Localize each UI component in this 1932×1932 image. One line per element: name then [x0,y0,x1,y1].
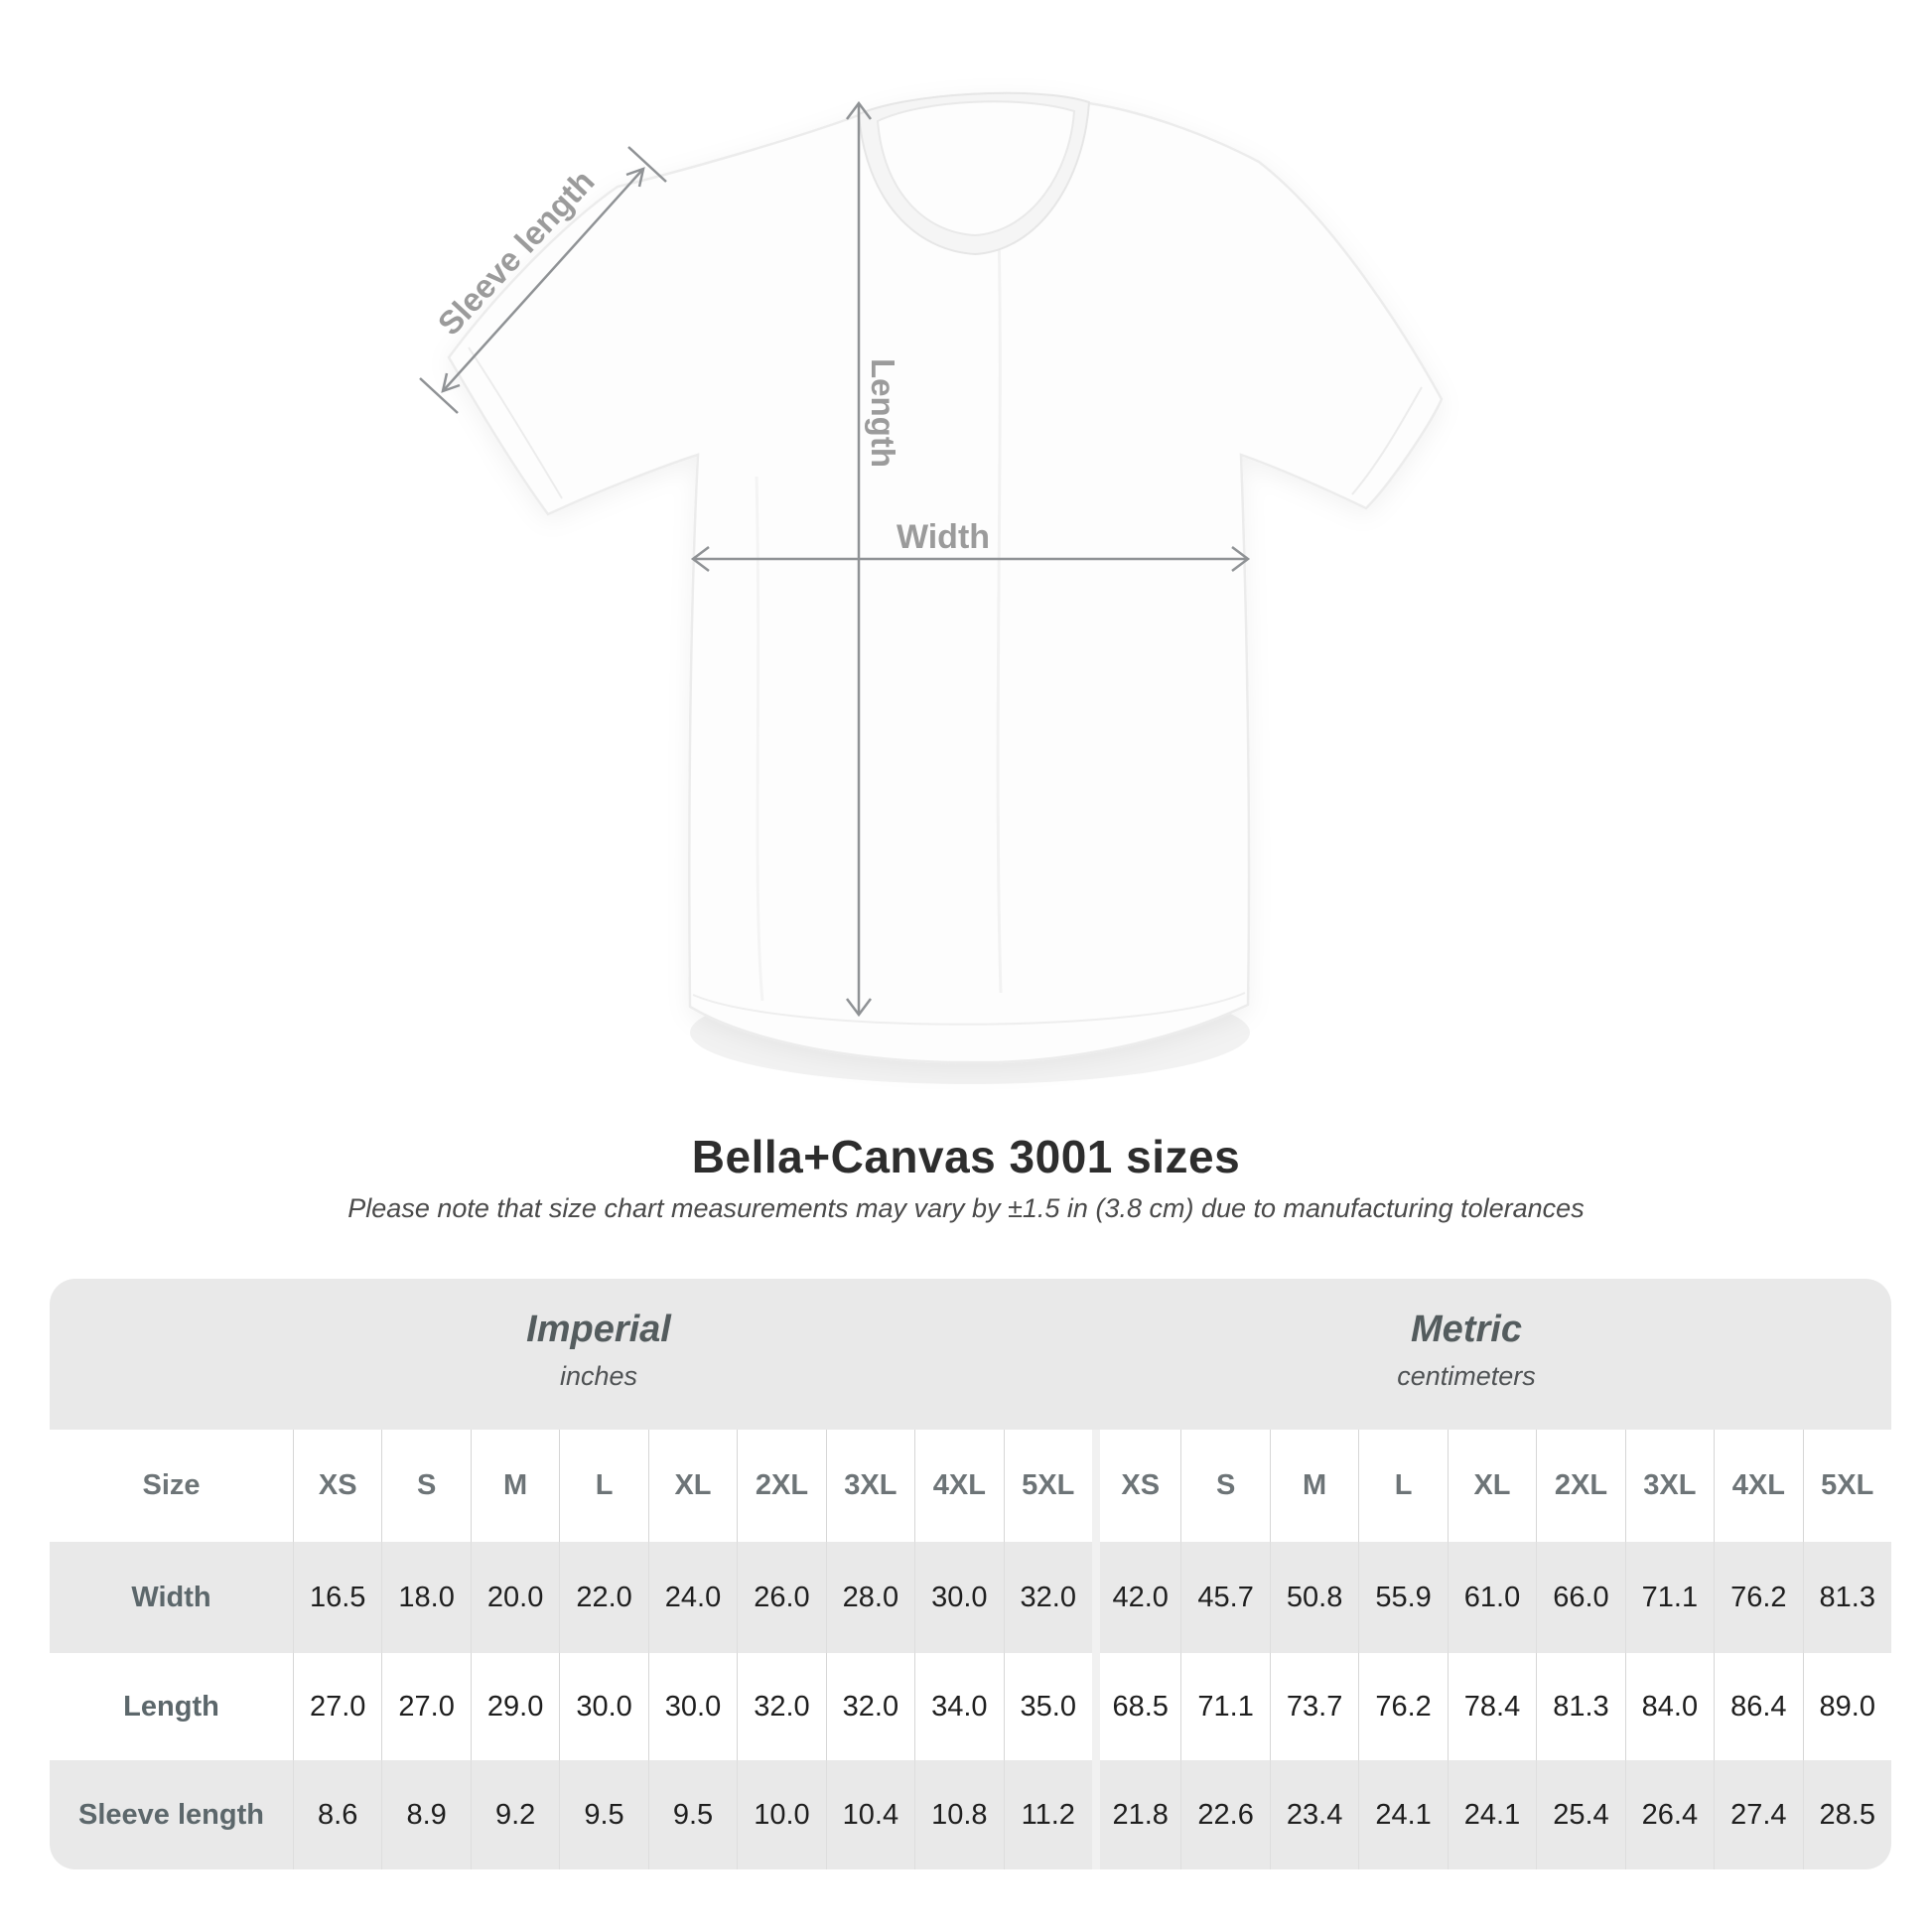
size-header: XL [1447,1430,1537,1542]
value-cell: 86.4 [1714,1653,1803,1760]
value-cell: 71.1 [1180,1653,1270,1760]
value-cell: 71.1 [1624,1542,1715,1653]
value-cell: 42.0 [1091,1542,1181,1653]
value-cell: 29.0 [470,1653,560,1760]
value-cell: 84.0 [1624,1653,1715,1760]
metric-group-unit: centimeters [1397,1361,1536,1391]
size-header: 5XL [1802,1430,1891,1542]
value-cell: 32.0 [1003,1542,1092,1653]
value-cell: 27.0 [293,1653,382,1760]
value-cell: 27.4 [1714,1760,1803,1869]
tshirt-body [447,91,1444,1064]
value-cell: 8.9 [381,1760,471,1869]
imperial-group-name: Imperial [526,1309,671,1350]
value-cell: 27.0 [381,1653,471,1760]
metric-group-name: Metric [1411,1309,1522,1350]
size-header: 4XL [1714,1430,1803,1542]
tshirt-diagram: Sleeve length Length Width [419,91,1444,1084]
value-cell: 25.4 [1536,1760,1625,1869]
row-label: Sleeve length [50,1760,293,1869]
size-header: 2XL [737,1430,826,1542]
value-cell: 24.0 [647,1542,738,1653]
size-header: XS [1091,1430,1181,1542]
row-label: Length [50,1653,293,1760]
row-label: Width [50,1542,293,1653]
size-header: S [381,1430,471,1542]
value-cell: 76.2 [1358,1653,1448,1760]
value-cell: 24.1 [1447,1760,1537,1869]
size-header: 3XL [825,1430,915,1542]
value-cell: 76.2 [1714,1542,1803,1653]
value-cell: 30.0 [914,1542,1004,1653]
value-cell: 9.5 [559,1760,648,1869]
value-cell: 10.0 [737,1760,826,1869]
length-label: Length [865,358,901,468]
size-header: 5XL [1003,1430,1092,1542]
width-label: Width [897,518,990,556]
size-header: XL [647,1430,738,1542]
page-title: Bella+Canvas 3001 sizes [691,1131,1241,1182]
value-cell: 28.5 [1802,1760,1891,1869]
size-header: S [1180,1430,1270,1542]
value-cell: 16.5 [293,1542,382,1653]
size-header: L [1358,1430,1448,1542]
value-cell: 30.0 [647,1653,738,1760]
value-cell: 32.0 [737,1653,826,1760]
value-cell: 22.0 [559,1542,648,1653]
value-cell: 8.6 [293,1760,382,1869]
size-table: Imperial inches Metric centimeters Size … [50,1279,1891,1869]
value-cell: 26.0 [737,1542,826,1653]
value-cell: 18.0 [381,1542,471,1653]
value-cell: 81.3 [1802,1542,1891,1653]
imperial-group-unit: inches [559,1361,638,1391]
size-column-header: Size [50,1430,293,1542]
value-cell: 32.0 [825,1653,915,1760]
size-header: 3XL [1624,1430,1715,1542]
value-cell: 35.0 [1003,1653,1092,1760]
value-cell: 9.5 [647,1760,738,1869]
size-header: 4XL [914,1430,1004,1542]
value-cell: 55.9 [1358,1542,1448,1653]
value-cell: 50.8 [1269,1542,1359,1653]
width-arrow [690,546,1251,572]
value-cell: 23.4 [1269,1760,1359,1869]
sleeve-length-arrow [419,146,667,414]
size-header: M [470,1430,560,1542]
value-cell: 21.8 [1091,1760,1181,1869]
value-cell: 89.0 [1802,1653,1891,1760]
value-cell: 26.4 [1624,1760,1715,1869]
value-cell: 10.8 [914,1760,1004,1869]
value-cell: 28.0 [825,1542,915,1653]
value-cell: 73.7 [1269,1653,1359,1760]
value-cell: 22.6 [1180,1760,1270,1869]
value-cell: 68.5 [1091,1653,1181,1760]
size-header: L [559,1430,648,1542]
value-cell: 78.4 [1447,1653,1537,1760]
value-cell: 45.7 [1180,1542,1270,1653]
value-cell: 20.0 [470,1542,560,1653]
value-cell: 61.0 [1447,1542,1537,1653]
tshirt-collar [857,91,1091,256]
value-cell: 11.2 [1003,1760,1092,1869]
value-cell: 34.0 [914,1653,1004,1760]
imperial-group-header: Imperial inches [526,1309,671,1392]
metric-group-header: Metric centimeters [1397,1309,1536,1392]
value-cell: 81.3 [1536,1653,1625,1760]
tolerance-note: Please note that size chart measurements… [347,1193,1585,1223]
value-cell: 66.0 [1536,1542,1625,1653]
unit-group-band: Imperial inches Metric centimeters [50,1279,1891,1430]
size-header: 2XL [1536,1430,1625,1542]
value-cell: 10.4 [825,1760,915,1869]
size-header: XS [293,1430,382,1542]
value-cell: 24.1 [1358,1760,1448,1869]
value-cell: 9.2 [470,1760,560,1869]
size-header: M [1269,1430,1359,1542]
value-cell: 30.0 [559,1653,648,1760]
